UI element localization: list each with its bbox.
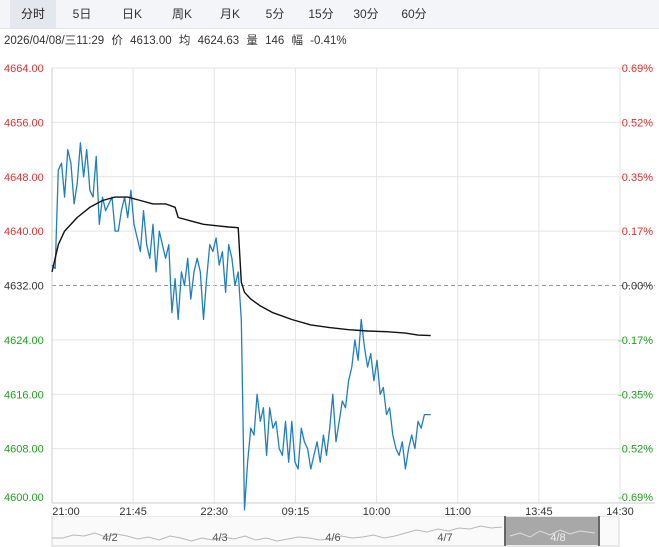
- x-tick-label: 14:30: [606, 506, 634, 516]
- navigator-window-trace: [509, 529, 596, 538]
- pct-tick-label: 0.17%: [622, 226, 653, 238]
- price-label: 价: [111, 35, 123, 47]
- navigator-date-label: 4/6: [325, 532, 340, 544]
- tab-0[interactable]: 分时: [10, 0, 56, 28]
- y-tick-label: 4640.00: [4, 226, 44, 238]
- tab-3[interactable]: 周K: [171, 7, 192, 21]
- y-tick-label: 4600.00: [4, 492, 44, 504]
- price-line: [51, 142, 431, 511]
- navigator-trace: [52, 525, 503, 542]
- y-tick-label: 4664.00: [4, 63, 44, 75]
- navigator-date-label: 4/3: [212, 532, 227, 544]
- x-tick-label: 10:00: [363, 506, 391, 516]
- tab-7[interactable]: 30分: [353, 7, 379, 21]
- x-tick-label: 13:45: [525, 506, 553, 516]
- y-tick-label: 4616.00: [4, 389, 44, 401]
- tab-6[interactable]: 15分: [308, 7, 334, 21]
- tab-8[interactable]: 60分: [401, 7, 427, 21]
- x-tick-label: 09:15: [282, 506, 310, 516]
- x-tick-label: 11:00: [444, 506, 471, 516]
- tab-2[interactable]: 日K: [121, 7, 142, 21]
- y-tick-label: 4608.00: [4, 444, 44, 456]
- tab-1[interactable]: 5日: [72, 7, 92, 21]
- tab-4[interactable]: 月K: [219, 7, 240, 21]
- current-price: 4613.00: [130, 35, 172, 47]
- tab-5[interactable]: 5分: [265, 7, 285, 21]
- pct-tick-label: -0.17%: [618, 335, 653, 347]
- y-tick-label: 4632.00: [4, 281, 44, 293]
- navigator-date-label: 4/2: [102, 532, 117, 544]
- pct-tick-label: 0.69%: [622, 63, 653, 75]
- avg-price: 4624.63: [197, 35, 240, 47]
- navigator-date-label: 4/7: [437, 532, 452, 544]
- change-value: -0.41%: [310, 35, 347, 47]
- volume-label: 量: [246, 35, 258, 47]
- range-navigator[interactable]: 4/2 4/3 4/6 4/7 4/8: [0, 516, 659, 547]
- intraday-chart[interactable]: 4664.00 0.69% 4656.00 0.52% 4648.00 0.35% 4640…: [0, 56, 659, 516]
- quote-info-bar: 2026/04/08/三11:29 价 4613.00 均 4624.63 量 …: [4, 32, 351, 50]
- avg-label: 均: [178, 35, 191, 47]
- x-tick-label: 22:30: [201, 506, 229, 516]
- pct-tick-label: -0.35%: [618, 389, 653, 401]
- y-tick-label: 4648.00: [4, 172, 44, 184]
- avg-price-line: [51, 196, 431, 337]
- pct-tick-label: 0.35%: [622, 172, 653, 184]
- pct-tick-label: 0.52%: [622, 444, 653, 456]
- change-label: 幅: [291, 35, 303, 47]
- y-tick-label: 4624.00: [4, 335, 44, 347]
- period-tabs: 分时 5日 日K 周K 月K 5分 15分 30分 60分: [0, 0, 659, 29]
- pct-tick-label: 0.00%: [622, 281, 653, 293]
- navigator-date-label: 4/8: [550, 532, 565, 544]
- pct-tick-label: -0.69%: [618, 492, 653, 504]
- x-tick-label: 21:45: [119, 506, 147, 516]
- x-tick-label: 21:00: [52, 506, 80, 516]
- y-tick-label: 4656.00: [4, 117, 44, 129]
- volume-value: 146: [265, 35, 285, 47]
- quote-datetime: 2026/04/08/三11:29: [4, 35, 105, 47]
- pct-tick-label: 0.52%: [622, 117, 653, 129]
